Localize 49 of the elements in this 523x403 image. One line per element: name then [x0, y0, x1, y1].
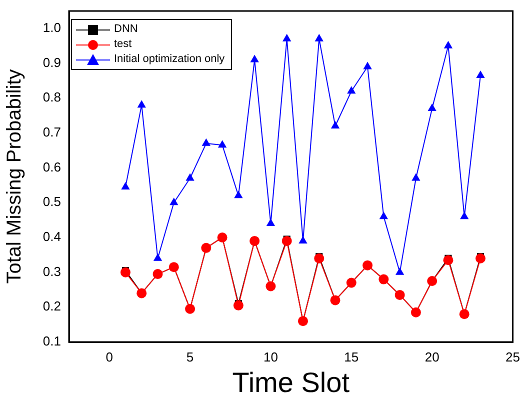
x-tick-label: 25 — [506, 349, 520, 364]
point — [443, 255, 454, 266]
y-tick-label: 0.5 — [42, 194, 61, 210]
point — [282, 34, 292, 42]
x-tick-label: 0 — [106, 349, 113, 364]
y-tick-label: 0.6 — [42, 159, 61, 174]
point — [412, 173, 420, 181]
point — [170, 198, 178, 206]
point — [428, 104, 436, 112]
point — [266, 218, 276, 226]
x-tick-label: 10 — [263, 349, 278, 364]
point — [444, 40, 453, 48]
point — [395, 267, 404, 275]
point — [379, 212, 388, 220]
y-tick-label: 0.4 — [42, 229, 61, 244]
point — [475, 253, 486, 264]
point — [233, 300, 244, 310]
y-tick-label: 0.1 — [42, 334, 61, 349]
point — [460, 212, 469, 220]
x-tick-label: 20 — [424, 349, 440, 364]
point — [137, 100, 146, 108]
x-axis-title: Time Slot — [232, 366, 350, 398]
y-tick-label: 0.8 — [42, 90, 61, 105]
legend-label: Initial optimization only — [114, 52, 225, 67]
point — [330, 120, 340, 128]
point — [120, 267, 130, 278]
point — [314, 253, 324, 264]
point — [153, 253, 162, 261]
legend-label: DNN — [114, 22, 138, 37]
point — [282, 236, 292, 246]
point — [476, 70, 485, 78]
point — [234, 190, 243, 198]
point — [218, 140, 227, 148]
y-tick-label: 0.2 — [42, 298, 61, 314]
point — [250, 54, 259, 62]
point — [186, 173, 194, 181]
y-tick-label: 0.3 — [42, 264, 61, 279]
x-tick-label: 5 — [186, 349, 194, 364]
legend-label: test — [114, 37, 132, 52]
y-axis-title: Total Missing Probability — [4, 69, 26, 284]
point — [121, 182, 130, 190]
y-tick-label: 1.0 — [42, 20, 61, 35]
y-tick-label: 0.9 — [42, 54, 61, 70]
point — [347, 86, 356, 94]
x-tick-label: 15 — [344, 349, 359, 364]
point — [202, 138, 210, 146]
point — [363, 62, 372, 70]
y-tick-label: 0.7 — [42, 124, 61, 140]
point — [314, 34, 324, 42]
